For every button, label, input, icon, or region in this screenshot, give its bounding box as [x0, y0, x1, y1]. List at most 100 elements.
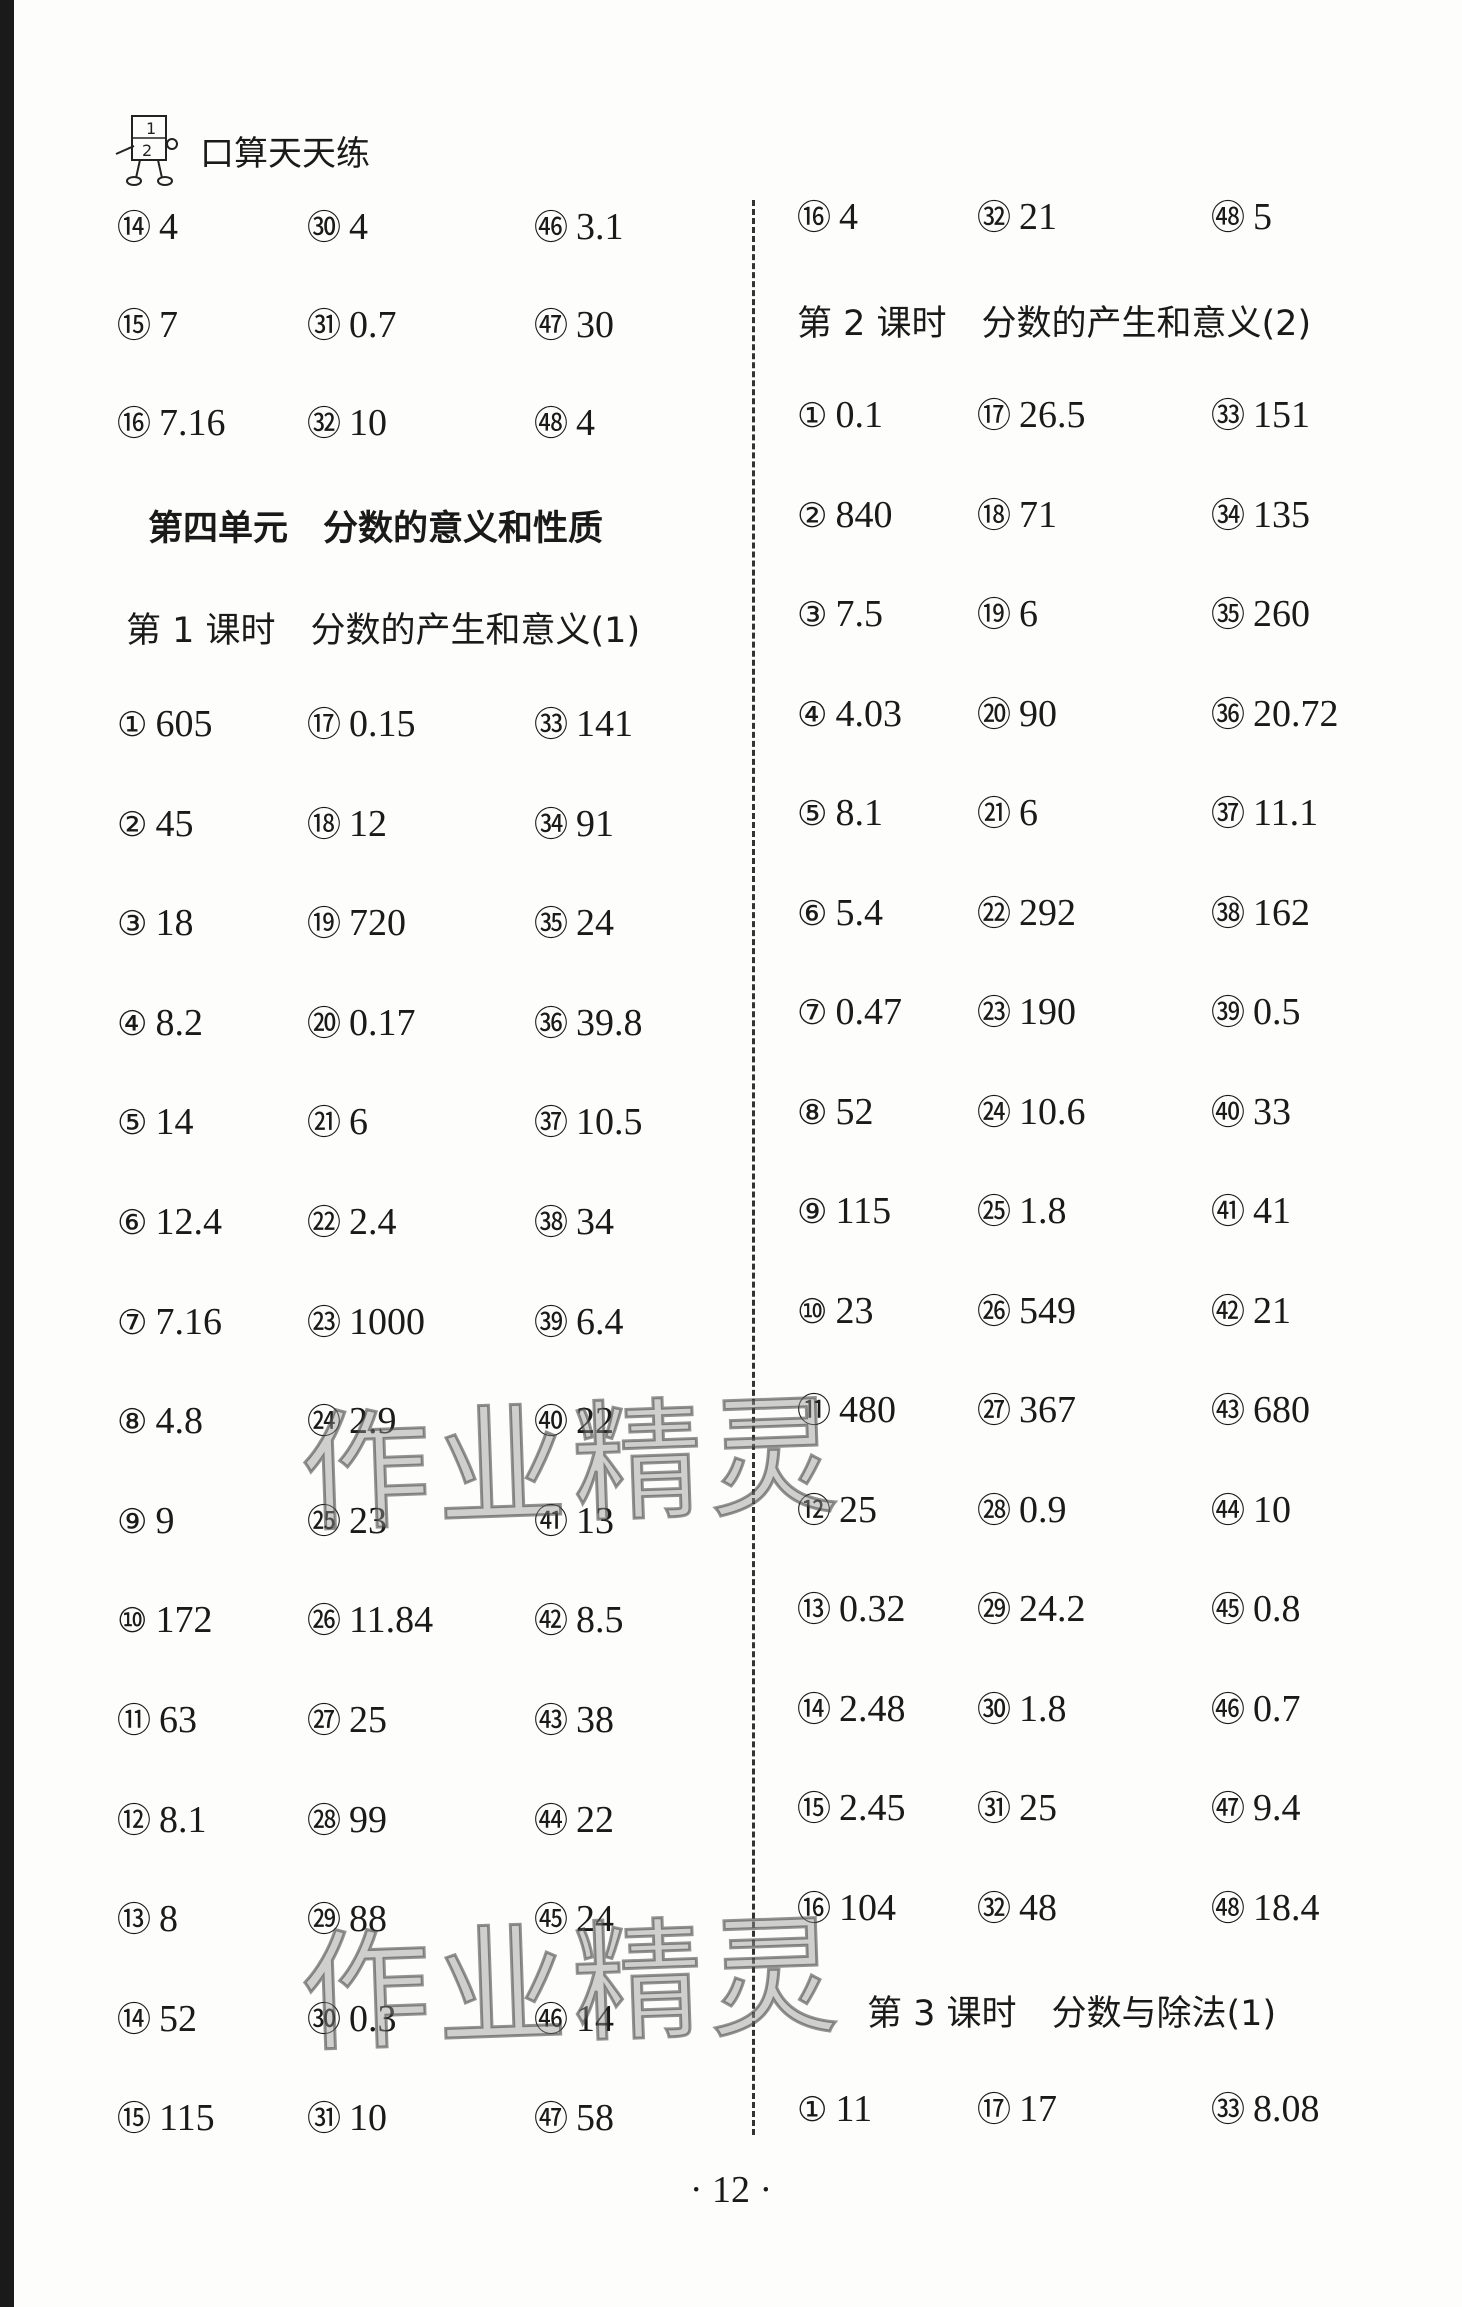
- answer-item: ㊶ 13: [534, 1502, 614, 1540]
- answer-value: 4: [349, 206, 368, 248]
- answer-value: 41: [1253, 1190, 1291, 1232]
- answer-value: 18: [155, 902, 194, 945]
- answer-value: 91: [576, 802, 614, 845]
- answer-value: 720: [349, 902, 406, 945]
- answer-item: ② 840: [797, 496, 892, 534]
- question-number: ㊱: [1211, 694, 1245, 735]
- question-number: ②: [797, 495, 828, 536]
- question-number: ㉟: [1211, 595, 1245, 635]
- answer-item: ① 0.1: [797, 396, 883, 434]
- question-number: ⑮: [117, 2099, 151, 2140]
- answer-value: 24: [576, 902, 614, 945]
- svg-text:1: 1: [146, 119, 156, 138]
- answer-value: 0.1: [835, 394, 883, 436]
- question-number: ㊼: [534, 2099, 568, 2140]
- answer-item: ㉜ 21: [977, 198, 1057, 236]
- answer-item: ㊻ 0.7: [1211, 1690, 1301, 1728]
- answer-item: ② 45: [117, 805, 193, 843]
- answer-value: 3.1: [576, 206, 624, 248]
- question-number: ②: [117, 804, 148, 845]
- lesson-2-heading: 第 2 课时 分数的产生和意义(2): [797, 304, 1312, 344]
- answer-item: ㊺ 24: [534, 1900, 614, 1938]
- question-number: ⑤: [797, 794, 828, 834]
- answer-item: ㉟ 24: [534, 904, 614, 942]
- question-number: ⑰: [977, 2090, 1011, 2130]
- question-number: ㉝: [534, 705, 568, 745]
- question-number: ⑩: [797, 1291, 828, 1332]
- answer-value: 0.17: [349, 1001, 416, 1044]
- answer-item: ㉓ 190: [977, 993, 1076, 1031]
- answer-item: ㊷ 8.5: [534, 1601, 624, 1639]
- answer-value: 1000: [349, 1300, 425, 1343]
- question-number: ⑯: [797, 198, 831, 238]
- question-number: ㊳: [534, 1203, 568, 1243]
- answer-value: 0.9: [1019, 1488, 1067, 1531]
- answer-item: ㊴ 0.5: [1211, 993, 1301, 1031]
- answer-item: ㉝ 8.08: [1211, 2090, 1320, 2128]
- answer-item: ㊽ 18.4: [1211, 1889, 1320, 1927]
- question-number: ⑳: [977, 694, 1011, 735]
- watermark: 作业精灵: [296, 1898, 848, 2072]
- answer-item: ⑭ 2.48: [797, 1690, 906, 1728]
- answer-item: ㉛ 25: [977, 1789, 1057, 1827]
- answer-item: ㊱ 39.8: [534, 1004, 643, 1042]
- question-number: ⑯: [797, 1888, 831, 1929]
- answer-value: 2.9: [349, 1400, 397, 1443]
- question-number: ⑳: [307, 1003, 341, 1044]
- question-number: ㉛: [307, 2099, 341, 2140]
- answer-value: 21: [1253, 1289, 1291, 1332]
- mascot-calendar-icon: 1 2: [115, 115, 178, 186]
- answer-value: 8: [159, 1898, 178, 1941]
- answer-value: 12: [349, 802, 387, 845]
- answer-value: 10.6: [1019, 1090, 1086, 1133]
- question-number: ㉝: [1211, 396, 1245, 436]
- question-number: ⑮: [117, 306, 151, 346]
- answer-value: 5.4: [835, 891, 883, 934]
- page-header: 1 2 口算天天练: [110, 110, 370, 190]
- question-number: ㊶: [534, 1501, 568, 1542]
- question-number: ㊼: [534, 306, 568, 346]
- answer-item: ㉓ 1000: [307, 1303, 425, 1341]
- answer-item: ㉚ 1.8: [977, 1690, 1067, 1728]
- question-number: ④: [117, 1003, 148, 1044]
- answer-value: 5: [1253, 196, 1272, 238]
- question-number: ⑪: [797, 1391, 831, 1431]
- answer-value: 162: [1253, 891, 1310, 934]
- answer-value: 2.45: [839, 1787, 906, 1829]
- answer-value: 10: [349, 2097, 387, 2140]
- question-number: ㊵: [534, 1402, 568, 1443]
- answer-value: 2.48: [839, 1687, 906, 1730]
- answer-value: 8.5: [576, 1599, 624, 1642]
- answer-value: 8.2: [155, 1001, 203, 1044]
- answer-item: ③ 7.5: [797, 595, 883, 633]
- answer-item: ① 11: [797, 2090, 872, 2128]
- answer-item: ⑫ 25: [797, 1491, 877, 1529]
- answer-item: ㉘ 99: [307, 1801, 387, 1839]
- answer-item: ⑳ 90: [977, 695, 1057, 733]
- question-number: ㉚: [307, 208, 341, 248]
- answer-value: 13: [576, 1499, 614, 1542]
- answer-item: ⑰ 26.5: [977, 396, 1086, 434]
- answer-value: 24.2: [1019, 1588, 1086, 1630]
- answer-value: 99: [349, 1798, 387, 1841]
- question-number: ⑭: [117, 1999, 151, 2040]
- answer-item: ㉔ 2.9: [307, 1402, 397, 1440]
- answer-value: 30: [576, 304, 614, 346]
- answer-value: 8.1: [159, 1798, 207, 1841]
- answer-item: ⑨ 115: [797, 1192, 891, 1230]
- answer-item: ㉜ 10: [307, 404, 387, 442]
- answer-value: 480: [839, 1389, 896, 1431]
- question-number: ㉔: [977, 1092, 1011, 1133]
- answer-value: 4: [159, 206, 178, 248]
- question-number: ⑩: [117, 1601, 148, 1642]
- answer-item: ㊶ 41: [1211, 1192, 1291, 1230]
- answer-item: ⑱ 12: [307, 805, 387, 843]
- answer-value: 0.47: [835, 991, 902, 1033]
- book-title: 口算天天练: [200, 133, 370, 174]
- answer-value: 115: [159, 2097, 215, 2140]
- question-number: ㉕: [307, 1501, 341, 1542]
- answer-item: ㉜ 48: [977, 1889, 1057, 1927]
